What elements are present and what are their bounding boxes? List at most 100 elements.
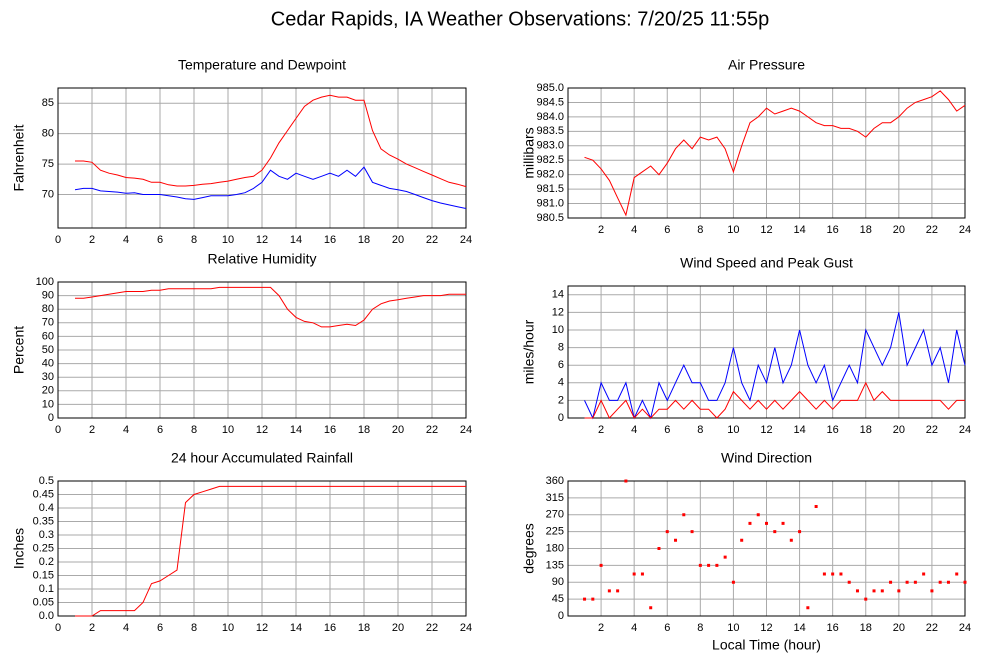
plot-frame (567, 285, 966, 419)
y-tick-label: 40 (42, 358, 54, 370)
x-tick-label: 10 (727, 622, 739, 634)
x-tick-label: 10 (727, 224, 739, 236)
x-tick-label: 2 (89, 234, 95, 246)
point (698, 563, 702, 567)
x-tick-label: 24 (959, 424, 971, 436)
x-tick-label: 12 (760, 424, 772, 436)
point (880, 589, 884, 593)
point (905, 580, 909, 584)
point (889, 580, 893, 584)
y-tick-label: 20 (42, 385, 54, 397)
x-tick-label: 2 (89, 622, 95, 634)
point (748, 521, 752, 525)
y-tick-label: 983.5 (536, 125, 564, 137)
point (591, 597, 595, 601)
x-tick-label: 18 (860, 622, 872, 634)
y-tick-label: 0.45 (33, 488, 54, 500)
x-tick-label: 0 (55, 424, 61, 436)
x-tick-label: 4 (631, 224, 637, 236)
point (649, 606, 653, 610)
x-tick-label: 20 (392, 424, 404, 436)
point (674, 538, 678, 542)
y-tick-label: 45 (552, 593, 564, 605)
point (946, 580, 950, 584)
y-tick-label: 30 (42, 371, 54, 383)
y-tick-label: 8 (558, 342, 564, 354)
point (707, 563, 711, 567)
point (765, 521, 768, 525)
point (781, 521, 785, 525)
x-tick-label: 20 (893, 622, 905, 634)
x-tick-label: 16 (827, 424, 839, 436)
x-tick-label: 24 (959, 224, 971, 236)
point (806, 606, 810, 610)
y-tick-label: 100 (36, 276, 54, 288)
y-tick-label: 0 (558, 412, 564, 424)
x-tick-label: 10 (727, 424, 739, 436)
y-tick-label: 70 (42, 188, 54, 200)
x-tick-label: 20 (893, 224, 905, 236)
y-tick-label: 10 (42, 398, 54, 410)
point (583, 597, 587, 601)
point (690, 530, 694, 534)
point (789, 538, 793, 542)
y-tick-label: 270 (546, 509, 564, 521)
x-axis-label: Local Time (hour) (712, 637, 821, 653)
y-axis-label: degrees (521, 523, 537, 574)
y-tick-label: 983.0 (536, 140, 564, 152)
y-tick-label: 135 (546, 559, 564, 571)
x-tick-label: 24 (959, 622, 971, 634)
chart-title: Relative Humidity (208, 251, 317, 267)
page-title: Cedar Rapids, IA Weather Observations: 7… (271, 8, 769, 30)
x-tick-label: 8 (191, 622, 197, 634)
x-tick-label: 10 (222, 234, 234, 246)
x-tick-label: 12 (256, 424, 268, 436)
x-tick-label: 4 (631, 622, 637, 634)
y-tick-label: 0.05 (33, 596, 54, 608)
y-tick-label: 12 (552, 306, 564, 318)
x-tick-label: 8 (191, 234, 197, 246)
point (657, 547, 661, 550)
x-tick-label: 16 (324, 622, 336, 634)
y-axis-label: miles/hour (521, 319, 537, 384)
point (839, 572, 843, 576)
y-axis-label: Percent (11, 326, 27, 374)
y-tick-label: 0.0 (39, 610, 54, 622)
point (798, 530, 802, 534)
point (872, 589, 876, 593)
x-tick-label: 22 (926, 224, 938, 236)
point (665, 530, 669, 534)
x-tick-label: 6 (157, 424, 163, 436)
x-tick-label: 2 (598, 224, 604, 236)
point (773, 530, 777, 534)
x-tick-label: 18 (860, 424, 872, 436)
plot-frame (57, 480, 467, 617)
point (682, 513, 686, 517)
x-tick-label: 4 (123, 424, 129, 436)
point (930, 589, 934, 593)
y-tick-label: 60 (42, 330, 54, 342)
y-tick-label: 85 (42, 97, 54, 109)
x-tick-label: 24 (460, 622, 472, 634)
chart-title: Wind Direction (721, 450, 812, 466)
y-tick-label: 982.0 (536, 169, 564, 181)
point (831, 572, 835, 576)
point (740, 538, 744, 542)
x-tick-label: 2 (89, 424, 95, 436)
x-tick-label: 6 (664, 224, 670, 236)
x-tick-label: 12 (760, 622, 772, 634)
x-tick-label: 16 (324, 234, 336, 246)
x-tick-label: 4 (123, 234, 129, 246)
line (584, 381, 965, 419)
line (74, 166, 467, 209)
x-tick-label: 14 (290, 424, 302, 436)
point (723, 555, 727, 559)
x-tick-label: 18 (860, 224, 872, 236)
y-tick-label: 50 (42, 344, 54, 356)
x-tick-label: 22 (426, 622, 438, 634)
y-tick-label: 10 (552, 324, 564, 336)
point (616, 589, 620, 593)
point (847, 580, 851, 584)
